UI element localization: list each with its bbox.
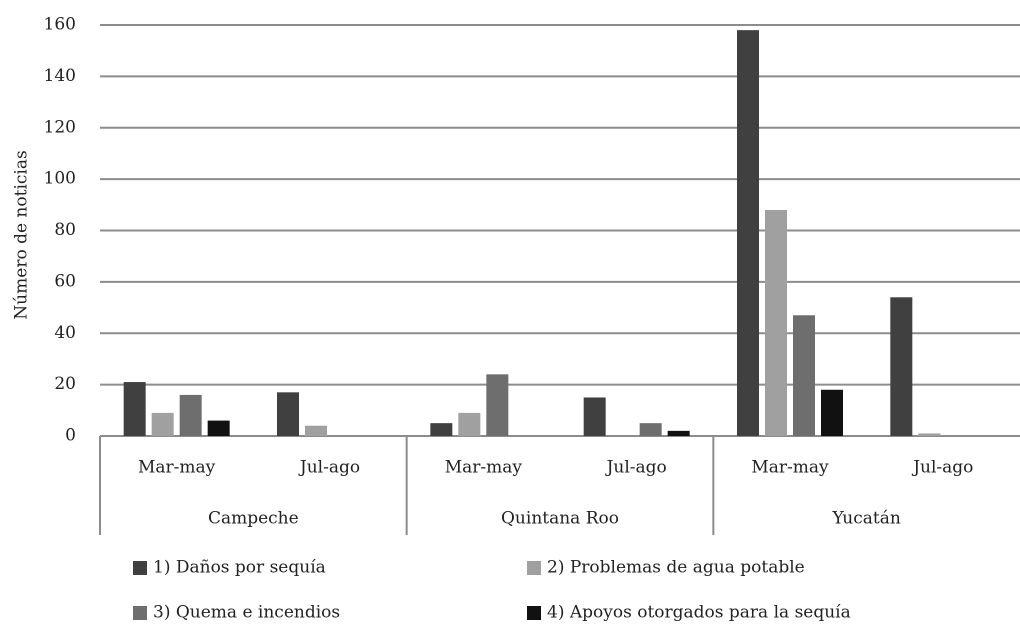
bar xyxy=(123,382,146,436)
bar xyxy=(821,389,843,436)
y-tick-label: 160 xyxy=(44,15,76,35)
bar xyxy=(277,392,299,436)
bar xyxy=(639,423,662,436)
bar xyxy=(765,209,787,436)
x-tick-label: Jul-ago xyxy=(605,458,667,478)
legend-swatch xyxy=(133,561,147,575)
bar xyxy=(458,412,481,436)
legend-label: 1) Daños por sequía xyxy=(153,558,326,578)
bar xyxy=(890,297,913,436)
group-label: Campeche xyxy=(208,509,299,529)
bar xyxy=(430,423,453,436)
bar xyxy=(179,394,202,436)
bar xyxy=(793,315,815,436)
bar xyxy=(305,425,327,436)
x-tick-label: Jul-ago xyxy=(911,458,973,478)
x-tick-label: Mar-may xyxy=(138,458,216,478)
group-label: Yucatán xyxy=(832,509,901,529)
y-tick-label: 140 xyxy=(44,66,76,86)
legend-swatch xyxy=(133,606,147,620)
legend-label: 4) Apoyos otorgados para la sequía xyxy=(547,603,851,623)
y-tick-label: 0 xyxy=(65,426,76,446)
bar xyxy=(737,30,759,436)
y-tick-label: 120 xyxy=(44,117,76,137)
legend-label: 3) Quema e incendios xyxy=(153,603,340,623)
y-tick-label: 60 xyxy=(54,271,76,291)
y-tick-label: 20 xyxy=(54,374,76,394)
y-axis-title: Número de noticias xyxy=(12,150,32,319)
bar xyxy=(207,420,230,436)
y-tick-label: 100 xyxy=(44,169,76,189)
group-label: Quintana Roo xyxy=(501,509,619,529)
legend-swatch xyxy=(527,561,541,575)
x-tick-label: Mar-may xyxy=(751,458,829,478)
bar xyxy=(667,430,690,436)
y-tick-label: 80 xyxy=(54,220,76,240)
bar xyxy=(486,374,509,436)
bar xyxy=(583,397,606,436)
bar xyxy=(918,433,941,436)
legend-label: 2) Problemas de agua potable xyxy=(547,558,805,578)
legend-swatch xyxy=(527,606,541,620)
y-tick-label: 40 xyxy=(54,323,76,343)
bar xyxy=(151,412,174,436)
x-tick-label: Jul-ago xyxy=(298,458,360,478)
x-tick-label: Mar-may xyxy=(445,458,523,478)
